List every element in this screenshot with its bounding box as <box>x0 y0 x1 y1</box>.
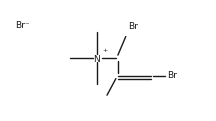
Text: +: + <box>102 48 107 53</box>
Text: Br⁻: Br⁻ <box>15 21 30 30</box>
Text: Br: Br <box>167 71 177 80</box>
Text: Br: Br <box>128 22 138 31</box>
Text: $\mathrm{N}$: $\mathrm{N}$ <box>93 53 101 64</box>
